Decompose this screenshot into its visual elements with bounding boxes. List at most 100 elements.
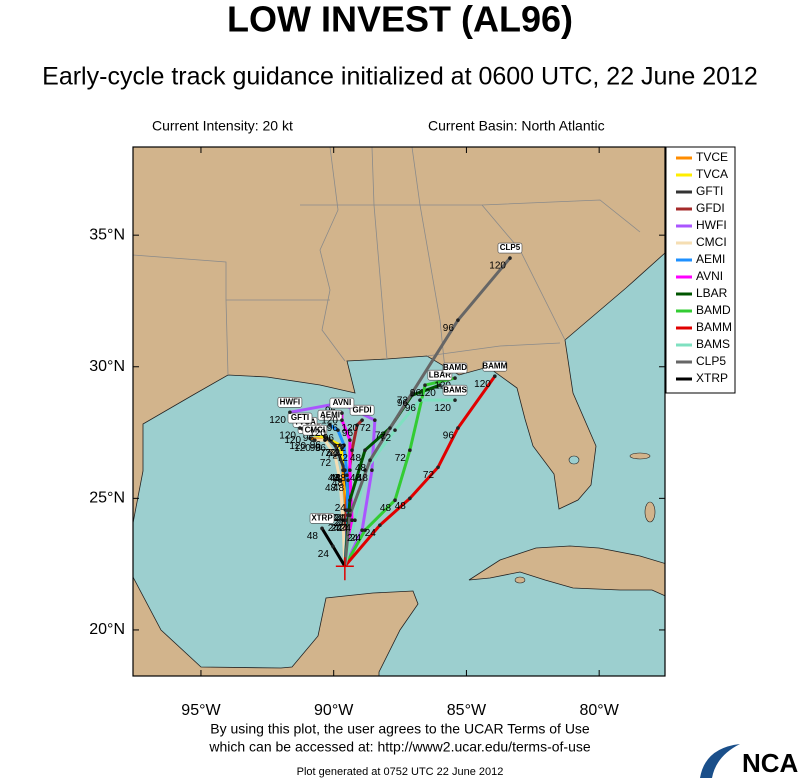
track-point <box>340 418 344 422</box>
track-point <box>378 523 382 527</box>
legend-label: CMCI <box>696 235 727 249</box>
track-point <box>363 468 367 472</box>
hour-label: 72 <box>320 448 332 459</box>
y-tick-label: 30°N <box>89 358 125 375</box>
track-point <box>328 438 332 442</box>
track-tag-box <box>277 396 303 408</box>
track-tag: AVNI <box>333 398 352 407</box>
hour-label: 120 <box>341 423 358 434</box>
hour-label: 72 <box>329 448 341 459</box>
hour-label: 120 <box>419 388 436 399</box>
track-point <box>340 411 344 415</box>
hour-label: 24 <box>365 528 377 539</box>
hour-label: 120 <box>294 443 311 454</box>
track-point <box>313 438 317 442</box>
track-point <box>363 528 367 532</box>
track-point <box>345 473 349 477</box>
island <box>514 576 526 584</box>
hour-label: 48 <box>333 483 345 494</box>
track-point <box>456 318 460 322</box>
hour-label: 72 <box>360 423 372 434</box>
track-point <box>323 438 327 442</box>
hour-label: 120 <box>434 403 451 414</box>
track-point <box>408 448 412 452</box>
track-point <box>423 383 427 387</box>
track-point <box>360 418 364 422</box>
hour-label: 72 <box>423 470 435 481</box>
track-point <box>350 518 354 522</box>
track-tag: GFTI <box>291 413 309 422</box>
hour-label: 96 <box>443 323 455 334</box>
track <box>343 375 497 568</box>
track-point <box>298 426 302 430</box>
track-point <box>342 443 346 447</box>
track-point <box>348 498 352 502</box>
hour-label: 48 <box>380 503 392 514</box>
x-tick-label: 95°W <box>181 702 221 719</box>
hour-label: 72 <box>337 453 349 464</box>
track-point <box>388 426 392 430</box>
logo: NCAR <box>742 748 798 778</box>
track-point <box>343 468 347 472</box>
hour-label: 48 <box>350 473 362 484</box>
track-point <box>350 448 354 452</box>
hour-label: 120 <box>289 441 306 452</box>
track-point <box>436 465 440 470</box>
hour-label: 24 <box>333 513 345 524</box>
hour-label: 48 <box>355 463 367 474</box>
legend-label: AVNI <box>696 269 723 283</box>
track-point <box>340 446 344 450</box>
map-frame <box>132 146 666 677</box>
track <box>343 376 456 567</box>
track-point <box>408 496 412 501</box>
hour-label: 48 <box>307 531 319 542</box>
track-point <box>508 256 512 260</box>
hour-label: 96 <box>443 431 455 442</box>
hour-label: 120 <box>489 261 506 272</box>
subtitle: Early-cycle track guidance initialized a… <box>42 63 758 91</box>
legend-label: BAMM <box>696 320 732 334</box>
title: LOW INVEST (AL96) <box>227 0 573 40</box>
track-point <box>438 383 442 387</box>
hour-label: 24 <box>335 503 347 514</box>
hour-label: 96 <box>397 398 409 409</box>
track-tag-box <box>349 404 375 416</box>
basemap <box>133 147 665 676</box>
hour-label: 120 <box>474 379 491 390</box>
legend-label: BAMS <box>696 337 730 351</box>
hour-label: 120 <box>321 416 338 427</box>
y-tick-label: 25°N <box>89 490 125 507</box>
track <box>343 398 456 567</box>
hour-label: 72 <box>375 431 387 442</box>
initial-position <box>335 557 354 581</box>
track-point <box>393 428 397 432</box>
legend-label: TVCA <box>696 167 728 181</box>
hour-label: 48 <box>328 473 340 484</box>
hour-label: 24 <box>331 513 343 524</box>
hour-label: 48 <box>357 473 369 484</box>
hour-label: 96 <box>310 440 322 451</box>
track-point <box>338 478 342 482</box>
hour-label: 24 <box>350 533 362 544</box>
hour-label: 120 <box>284 435 301 446</box>
legend-label: XTRP <box>696 371 728 385</box>
hour-label: 48 <box>330 473 342 484</box>
track-tag-box <box>442 384 468 396</box>
hour-label: 96 <box>342 428 354 439</box>
hour-label: 72 <box>320 458 332 469</box>
hour-label: 48 <box>350 453 362 464</box>
hour-label: 48 <box>325 483 337 494</box>
track-tag: HWFI <box>280 397 300 406</box>
hour-label: 72 <box>335 443 347 454</box>
hour-label: 48 <box>335 473 347 484</box>
y-tick-label: 35°N <box>89 226 125 243</box>
hour-label: 24 <box>347 533 359 544</box>
island <box>629 452 651 460</box>
hour-label: 96 <box>303 433 315 444</box>
hour-label: 24 <box>328 523 340 534</box>
terms: By using this plot, the user agrees to t… <box>210 721 590 737</box>
legend-box <box>665 146 736 394</box>
legend-label: HWFI <box>696 218 727 232</box>
intensity: Current Intensity: 20 kt <box>152 118 293 134</box>
hour-label: 72 <box>325 448 337 459</box>
